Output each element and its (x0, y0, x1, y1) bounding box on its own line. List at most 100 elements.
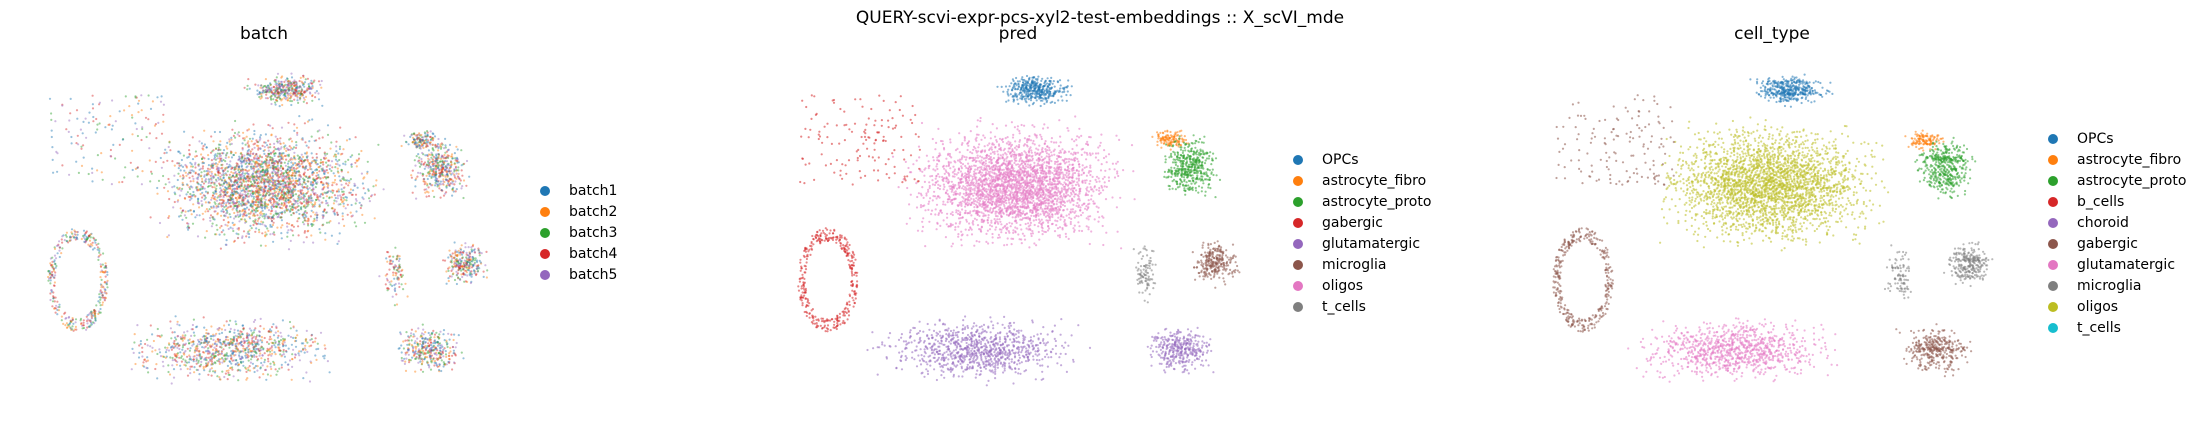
scatter-point (258, 175, 261, 178)
scatter-point (274, 171, 277, 174)
scatter-point (247, 158, 250, 161)
scatter-point (247, 208, 251, 211)
scatter-point (424, 181, 427, 184)
scatter-point (65, 231, 68, 234)
scatter-point (255, 161, 258, 164)
scatter-point (430, 341, 433, 344)
scatter-point (222, 199, 225, 202)
scatter-point (442, 161, 445, 164)
scatter-point (273, 152, 276, 156)
scatter-point (309, 182, 312, 185)
scatter-point (263, 178, 267, 181)
scatter-point (214, 153, 217, 156)
scatter-point (259, 189, 262, 192)
scatter-point (414, 138, 417, 141)
scatter-point (274, 172, 277, 176)
scatter-point (224, 243, 227, 246)
scatter-point (302, 74, 305, 77)
scatter-point (179, 175, 182, 178)
scatter-point (231, 208, 234, 211)
scatter-point (257, 205, 260, 208)
scatter-point (205, 356, 208, 359)
scatter-point (452, 349, 455, 352)
scatter-point (308, 197, 311, 200)
scatter-point (321, 217, 324, 220)
scatter-point (301, 81, 304, 84)
scatter-point (296, 85, 299, 88)
scatter-point (312, 183, 315, 186)
scatter-point (273, 142, 276, 145)
scatter-point (281, 193, 284, 196)
scatter-point (319, 158, 323, 161)
scatter-point (455, 258, 458, 261)
scatter-point (296, 133, 299, 136)
scatter-point (229, 187, 232, 190)
scatter-point (224, 215, 227, 218)
scatter-point (463, 280, 466, 283)
scatter-point (239, 218, 243, 221)
scatter-point (264, 169, 267, 172)
scatter-point (269, 156, 272, 159)
scatter-point (229, 196, 232, 200)
scatter-point (310, 87, 313, 91)
scatter-point (313, 203, 317, 206)
scatter-point (280, 203, 283, 206)
scatter-point (278, 198, 281, 201)
scatter-point (311, 170, 314, 173)
scatter-point (247, 201, 250, 204)
scatter-point (266, 144, 269, 147)
scatter-point (428, 170, 431, 174)
scatter-point (254, 178, 257, 181)
scatter-point (239, 152, 242, 155)
scatter-point (411, 349, 415, 352)
scatter-point (218, 130, 222, 134)
scatter-point (322, 188, 325, 191)
scatter-point (436, 177, 439, 180)
scatter-point (258, 139, 261, 142)
scatter-point (307, 195, 310, 198)
scatter-point (192, 209, 196, 213)
scatter-point (331, 166, 334, 169)
scatter-point (421, 138, 424, 141)
scatter-point (255, 172, 258, 175)
scatter-point (185, 216, 188, 219)
scatter-point (252, 172, 255, 175)
scatter-point (305, 201, 308, 204)
scatter-point (312, 188, 315, 191)
scatter-point (449, 260, 452, 263)
scatter-point (214, 189, 217, 192)
scatter-point (432, 149, 435, 152)
scatter-point (278, 152, 281, 155)
scatter-point (418, 354, 421, 358)
scatter-point (235, 190, 238, 193)
scatter-point (350, 215, 353, 218)
scatter-point (430, 169, 434, 172)
scatter-point (260, 204, 263, 207)
scatter-point (301, 89, 304, 92)
scatter-point (310, 189, 313, 192)
scatter-point (277, 215, 280, 218)
scatter-point (277, 147, 280, 150)
scatter-point (213, 201, 216, 204)
scatter-point (219, 175, 222, 178)
scatter-point (174, 315, 177, 318)
scatter-point (219, 187, 222, 190)
scatter-point (252, 220, 255, 223)
scatter-point (238, 200, 241, 203)
scatter-point (284, 144, 287, 147)
scatter-point (287, 334, 290, 337)
scatter-point (277, 92, 280, 96)
scatter-point (239, 187, 242, 190)
scatter-point (308, 175, 311, 178)
scatter-point (361, 182, 364, 185)
scatter-point (260, 210, 263, 213)
scatter-point (293, 98, 296, 101)
scatter-point (287, 84, 290, 87)
scatter-point (272, 179, 275, 182)
scatter-point (209, 219, 212, 222)
scatter-point (445, 185, 448, 188)
scatter-point (305, 156, 309, 159)
scatter-point (295, 167, 298, 170)
scatter-point (228, 183, 231, 186)
scatter-point (263, 336, 266, 340)
